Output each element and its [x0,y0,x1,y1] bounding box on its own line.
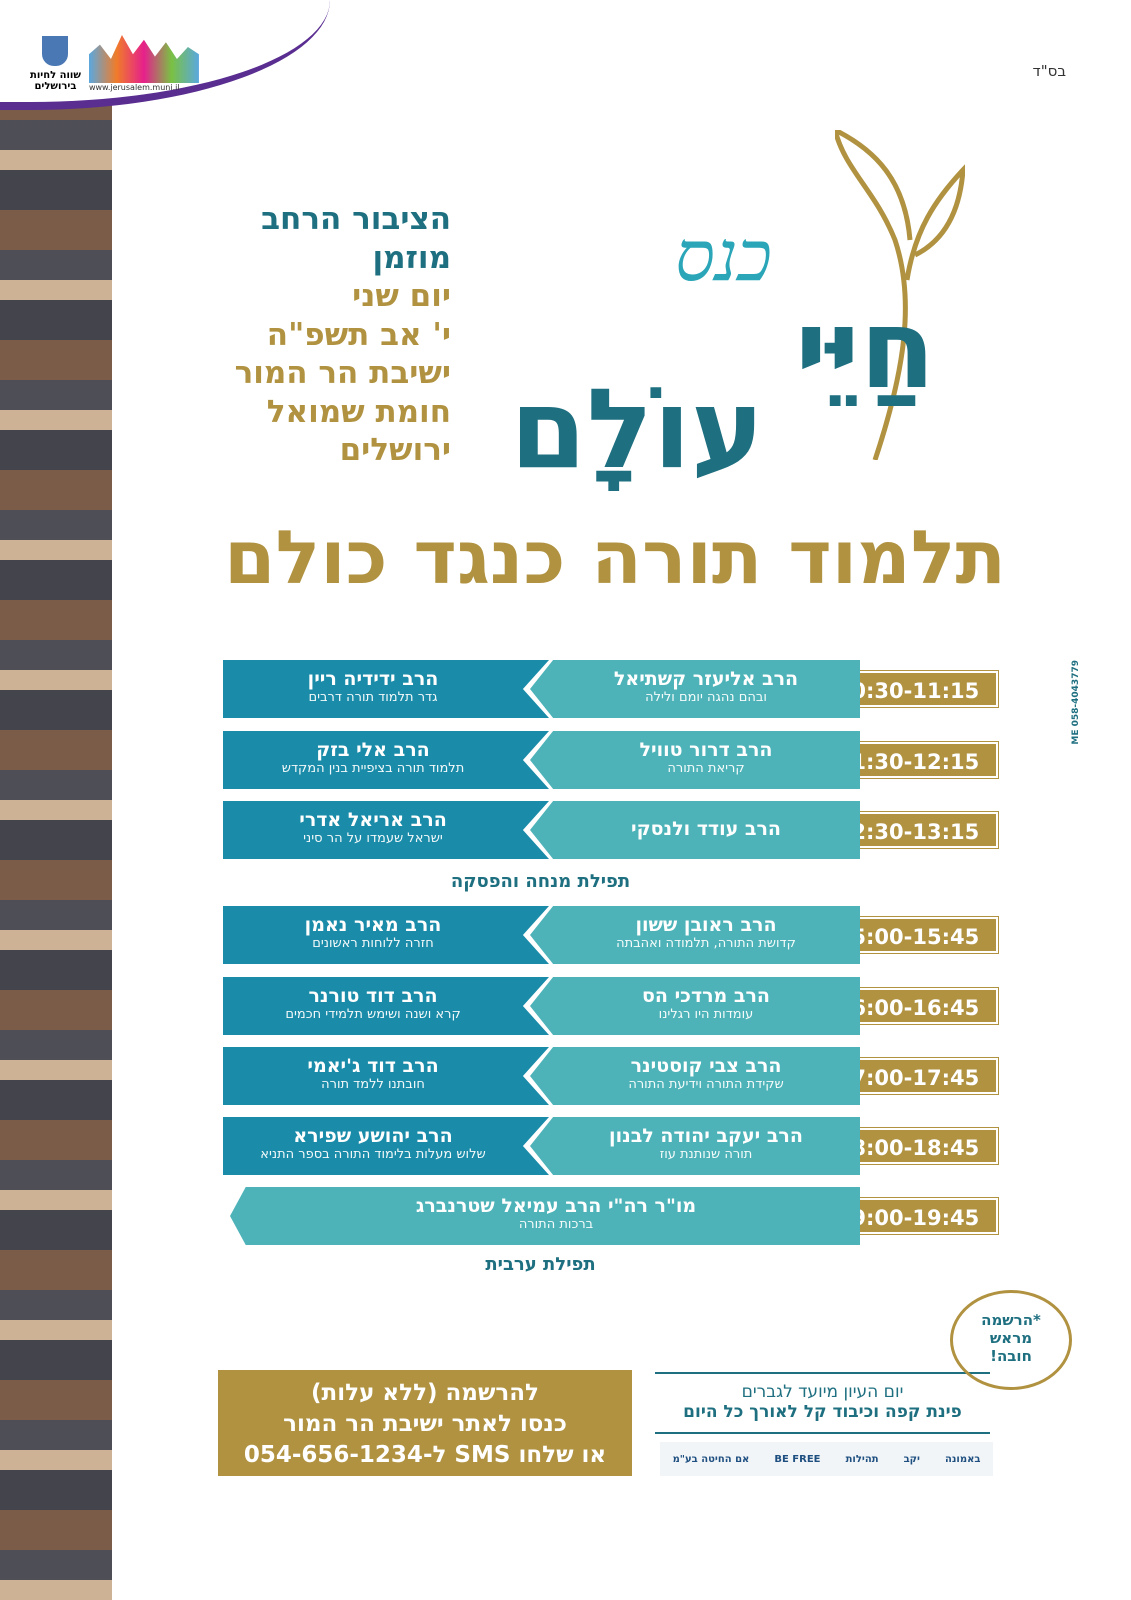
event-title: כנס חַיֵּי עוֹלָם [505,130,965,493]
talk-topic: גדר תלמוד תורה דרבים [308,690,438,705]
invite-line: יום שני [352,278,451,314]
jerusalem-seal-icon [42,36,69,66]
session-secondary: הרב דוד טורנר קרא ושנה ושימש תלמידי חכמים [223,977,549,1035]
talk-topic: שלוש מעלות בלימוד התורה בספר התניא [260,1147,486,1162]
sprout-leaf-icon [835,130,965,460]
session-primary: הרב ראובן ששון קדושת התורה, תלמודה ואהבתה [530,906,860,964]
stamp-line1: *הרשמה [981,1311,1041,1329]
session-primary: הרב מרדכי הס עומדות היו רגלינו [530,977,860,1035]
muni-slogan: שווה לחיות בירושלים [30,70,81,92]
side-code: ME 058-4043779 [1071,660,1081,745]
session-primary: הרב אליעזר קשתיאל ובהם נהגה יומם ולילה [530,660,860,718]
info-box: יום העיון מיועד לגברים פינת קפה וכיבוד ק… [655,1372,990,1434]
session-primary: הרב צבי קוסטינר שקידת התורה וידיעת התורה [530,1047,860,1105]
registration-line3: או שלחו SMS ל-054-656-1234 [243,1442,607,1468]
talk-topic: קדושת התורה, תלמודה ואהבתה [616,936,796,951]
session-primary: הרב דרור טוויל קריאת התורה [530,731,860,789]
session-secondary: הרב יהושע שפירא שלוש מעלות בלימוד התורה ב… [223,1117,549,1175]
speaker-name: הרב מרדכי הס [642,985,770,1007]
invite-line: י' אב תשפ"ה [266,316,451,353]
speaker-name: הרב יהושע שפירא [293,1125,453,1147]
stamp-line3: חובה! [990,1347,1032,1365]
invite-block: הציבור הרחב מוזמן יום שני י' אב תשפ"ה יש… [235,200,451,470]
speaker-name: מו"ר רה"י הרב עמיאל שטרנברג [415,1195,697,1217]
slogan-line2: בירושלים [34,81,77,92]
talk-topic: תלמוד תורה בציפיית בנין המקדש [281,761,465,776]
registration-line1: להרשמה (ללא עלות) [311,1380,539,1406]
registration-required-stamp: *הרשמה מראש חובה! [950,1290,1072,1390]
speaker-name: הרב דרור טוויל [639,739,773,761]
title-chai: חַיֵּי [795,285,936,413]
talk-topic: חזרה ללוחות ראשונים [312,936,434,951]
speaker-name: הרב אליעזר קשתיאל [613,668,799,690]
session-primary: הרב עודד ולנסקי [530,801,860,859]
info-line2: פינת קפה וכיבוד קל לאורך כל היום [683,1402,962,1422]
talk-topic: קריאת התורה [667,761,745,776]
sponsors-strip: באמונה יקב תהילות BE FREE אם החיטה בע"מ [660,1442,993,1476]
headline: תלמוד תורה כנגד כולם [223,515,1007,601]
skyline-logo-icon [88,35,199,83]
break-mincha: תפילת מנחה והפסקה [450,871,631,892]
session-secondary: הרב ידידיה ריין גדר תלמוד תורה דרבים [223,660,549,718]
stamp-line2: מראש [989,1329,1033,1347]
invite-line: ישיבת הר המור [234,355,451,391]
speaker-name: הרב יעקב יהודה לבנון [609,1125,803,1147]
session-secondary: הרב מאיר נאמן חזרה ללוחות ראשונים [223,906,549,964]
talk-topic: ובהם נהגה יומם ולילה [645,690,767,705]
talk-topic: קרא ושנה ושימש תלמידי חכמים [285,1007,461,1022]
speaker-name: הרב ראובן ששון [635,914,777,936]
registration-box: להרשמה (ללא עלות) כנסו לאתר ישיבת הר המו… [218,1370,632,1476]
talk-topic: שקידת התורה וידיעת התורה [628,1077,784,1092]
invite-line: ירושלים [339,432,451,468]
speaker-name: הרב צבי קוסטינר [630,1055,782,1077]
invite-line: חומת שמואל [266,393,451,430]
speaker-name: הרב ידידיה ריין [307,668,439,690]
talk-topic: תורה שנותנת עוז [659,1147,753,1162]
speaker-name: הרב עודד ולנסקי [631,818,781,840]
speaker-name: הרב דוד ג'יאמי [307,1055,439,1077]
title-kenes: כנס [675,215,772,297]
session-secondary: הרב דוד ג'יאמי חובתנו ללמד תורה [223,1047,549,1105]
invite-line: הציבור הרחב [261,201,451,237]
speaker-name: הרב אריאל אדרי [299,809,447,831]
info-line1: יום העיון מיועד לגברים [741,1382,904,1402]
bsd-mark: בס"ד [1032,62,1067,80]
invite-line: מוזמן [372,239,451,276]
session-secondary: הרב אלי בזק תלמוד תורה בציפיית בנין המקדש [223,731,549,789]
sponsor-logo: אם החיטה בע"מ [672,1453,750,1465]
slogan-line1: שווה לחיות [30,70,81,81]
sponsor-logo: יקב [903,1453,920,1465]
registration-line2: כנסו לאתר ישיבת הר המור [283,1411,567,1437]
talk-topic: חובתנו ללמד תורה [321,1077,425,1092]
break-arvit: תפילת ערבית [485,1254,596,1275]
talk-topic: עומדות היו רגלינו [658,1007,754,1022]
sponsor-logo: BE FREE [774,1453,821,1465]
sponsor-logo: באמונה [945,1453,981,1465]
speaker-name: הרב דוד טורנר [308,985,438,1007]
muni-url[interactable]: www.jerusalem.muni.il [88,83,180,92]
session-primary: מו"ר רה"י הרב עמיאל שטרנברג ברכות התורה [230,1187,860,1245]
sponsor-logo: תהילות [845,1453,879,1465]
session-primary: הרב יעקב יהודה לבנון תורה שנותנת עוז [530,1117,860,1175]
audience-photo [0,80,112,1600]
speaker-name: הרב מאיר נאמן [304,914,442,936]
talk-topic: ברכות התורה [518,1217,594,1232]
talk-topic: ישראל שעמדו על הר סיני [303,831,443,846]
speaker-name: הרב אלי בזק [316,739,430,761]
jerusalem-municipality-logo: שווה לחיות בירושלים www.jerusalem.muni.il [30,35,199,92]
session-secondary: הרב אריאל אדרי ישראל שעמדו על הר סיני [223,801,549,859]
title-olam: עוֹלָם [510,365,765,493]
